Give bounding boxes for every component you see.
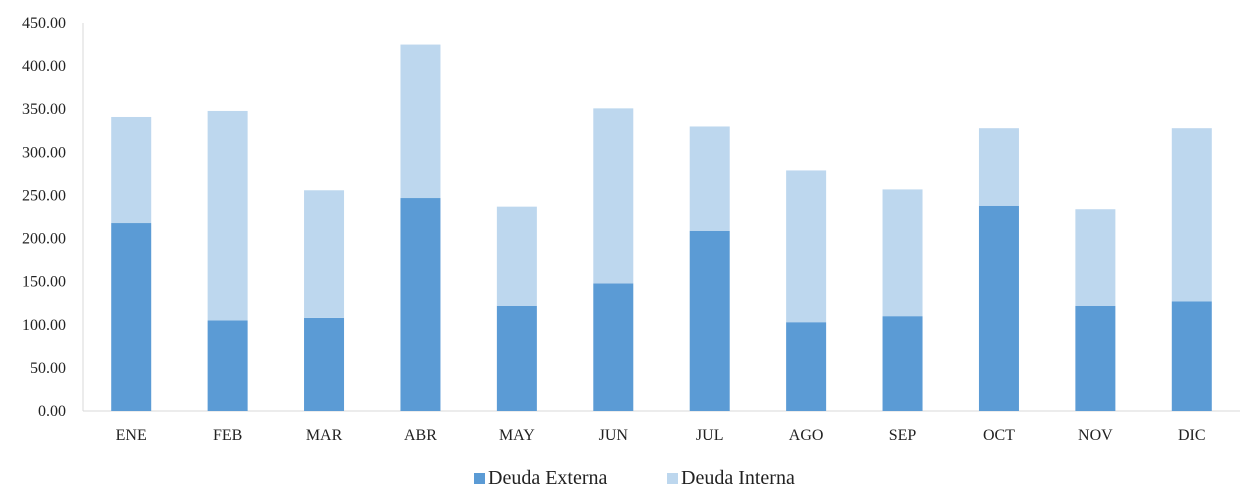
bar-deuda-externa-jul xyxy=(689,230,730,411)
bar-deuda-interna-sep xyxy=(882,189,923,317)
bar-deuda-externa-ago xyxy=(786,322,827,411)
bar-deuda-externa-abr xyxy=(400,198,441,411)
bar-deuda-interna-nov xyxy=(1075,209,1116,306)
legend-label: Deuda Externa xyxy=(488,467,608,489)
y-tick-label: 400.00 xyxy=(22,58,66,75)
bar-deuda-externa-jun xyxy=(593,283,634,411)
bars-group xyxy=(111,44,1212,411)
bar-deuda-interna-abr xyxy=(400,44,441,199)
bar-deuda-externa-may xyxy=(496,305,537,411)
y-tick-label: 50.00 xyxy=(30,360,66,377)
bar-deuda-interna-ago xyxy=(786,170,827,323)
bar-deuda-interna-jul xyxy=(689,126,730,231)
y-tick-label: 100.00 xyxy=(22,317,66,334)
x-tick-label: MAY xyxy=(499,427,535,444)
legend-label: Deuda Interna xyxy=(681,467,795,489)
x-tick-label: NOV xyxy=(1078,427,1113,444)
x-tick-label: SEP xyxy=(889,427,917,444)
y-tick-label: 150.00 xyxy=(22,274,66,291)
x-tick-label: JUN xyxy=(599,427,629,444)
bar-deuda-externa-feb xyxy=(207,320,248,411)
y-tick-label: 200.00 xyxy=(22,231,66,248)
y-tick-label: 300.00 xyxy=(22,144,66,161)
bar-deuda-interna-mar xyxy=(304,190,345,318)
bar-deuda-externa-nov xyxy=(1075,305,1116,411)
bar-deuda-externa-sep xyxy=(882,316,923,411)
x-tick-label: ABR xyxy=(404,427,437,444)
legend: Deuda Externa Deuda Interna xyxy=(474,467,795,489)
bar-deuda-externa-mar xyxy=(304,317,345,411)
y-tick-label: 250.00 xyxy=(22,187,66,204)
bar-deuda-externa-ene xyxy=(111,223,152,411)
legend-swatch-deuda-interna xyxy=(667,473,678,484)
y-tick-label: 450.00 xyxy=(22,15,66,32)
x-tick-label: JUL xyxy=(696,427,724,444)
bar-deuda-interna-oct xyxy=(978,128,1019,206)
bar-deuda-interna-ene xyxy=(111,116,152,224)
x-tick-label: OCT xyxy=(983,427,1015,444)
bar-deuda-interna-may xyxy=(496,206,537,306)
bar-deuda-interna-dic xyxy=(1171,128,1212,302)
x-tick-label: MAR xyxy=(306,427,343,444)
y-axis-ticks: 0.00 50.00 100.00 150.00 200.00 250.00 300.00 3… xyxy=(22,15,66,420)
legend-swatch-deuda-externa xyxy=(474,473,485,484)
bar-deuda-externa-oct xyxy=(978,205,1019,411)
bar-deuda-externa-dic xyxy=(1171,301,1212,411)
x-tick-label: FEB xyxy=(213,427,242,444)
y-tick-label: 350.00 xyxy=(22,101,66,118)
bar-deuda-interna-feb xyxy=(207,110,248,321)
x-tick-label: ENE xyxy=(116,427,147,444)
y-tick-label: 0.00 xyxy=(38,403,66,420)
x-axis-ticks: ENE FEB MAR ABR MAY JUN JUL AGO SEP OCT NOV DIC xyxy=(116,427,1206,444)
x-tick-label: DIC xyxy=(1178,427,1206,444)
bar-deuda-interna-jun xyxy=(593,108,634,284)
x-tick-label: AGO xyxy=(789,427,824,444)
